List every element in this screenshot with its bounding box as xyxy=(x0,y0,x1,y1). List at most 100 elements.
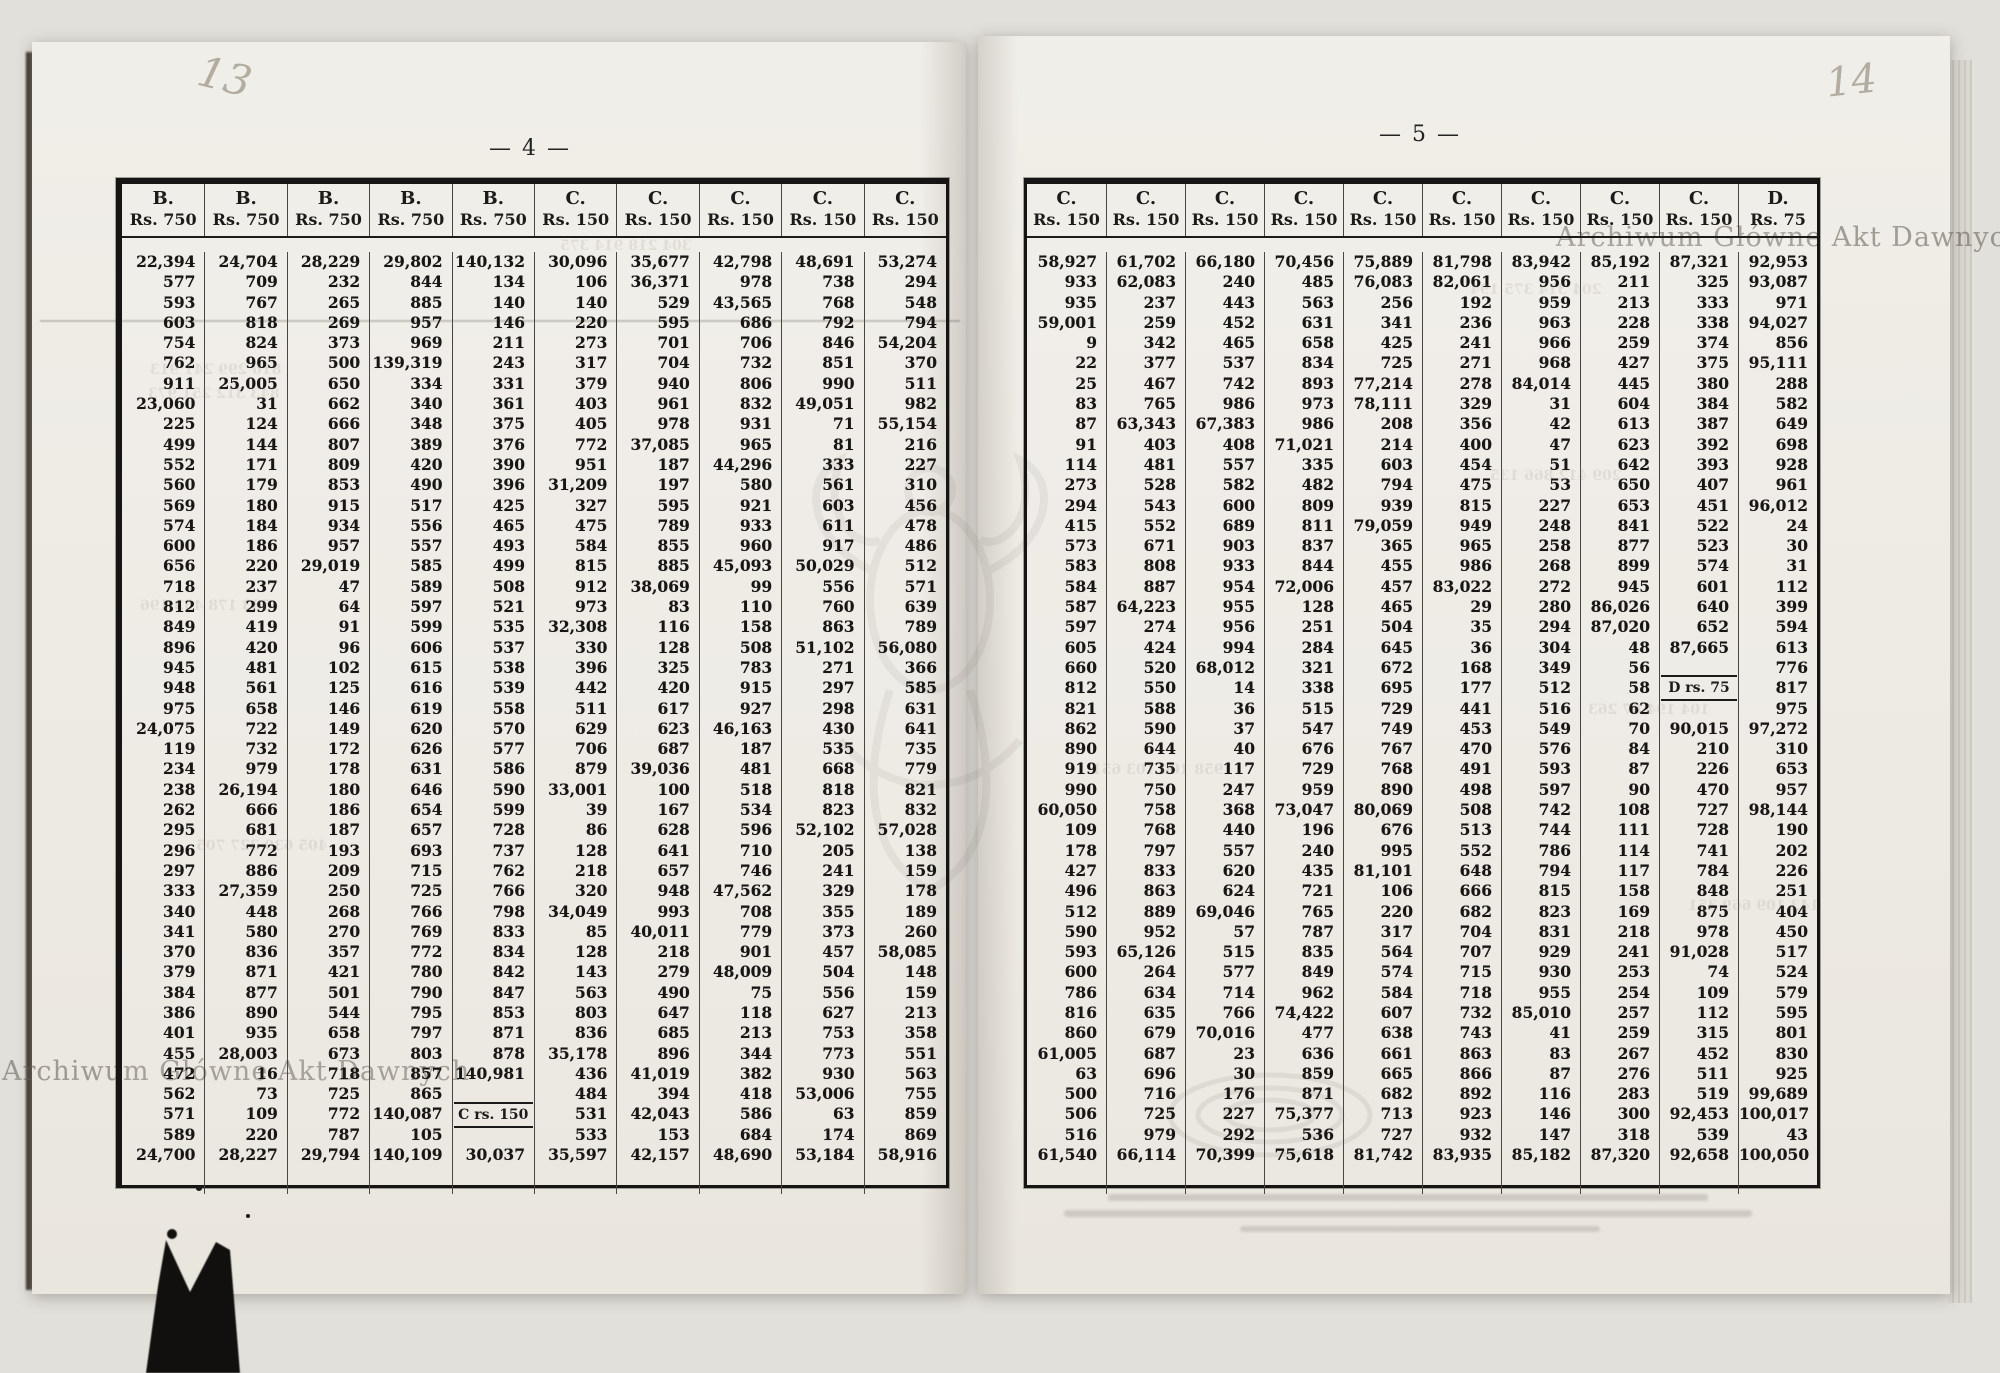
ticket-number: 590 xyxy=(1143,718,1176,738)
ticket-number: 189 xyxy=(904,901,937,921)
ticket-number: 228 xyxy=(1617,312,1650,332)
ticket-number: 603 xyxy=(822,495,855,515)
column-header: C. Rs. 150 xyxy=(1580,184,1659,236)
ticket-number: 64 xyxy=(338,597,361,617)
ticket-number: 766 xyxy=(492,881,525,901)
ticket-number: 979 xyxy=(245,759,278,779)
ticket-number: 16 xyxy=(256,1063,278,1083)
ticket-number: 330 xyxy=(575,637,608,657)
ticket-number: 961 xyxy=(1775,475,1808,495)
ticket-number: 841 xyxy=(1617,515,1650,535)
ticket-number: 36 xyxy=(1470,637,1492,657)
ticket-number: 784 xyxy=(1696,860,1729,880)
ticket-number: 490 xyxy=(657,982,690,1002)
ticket-number: 82,061 xyxy=(1432,272,1492,292)
ticket-number: 583 xyxy=(1064,556,1097,576)
ticket-number: 358 xyxy=(904,1023,937,1043)
ticket-number: 993 xyxy=(657,901,690,921)
ticket-number: 853 xyxy=(327,475,361,495)
ticket-number: 551 xyxy=(904,1043,937,1063)
ticket-number: 445 xyxy=(1617,373,1650,393)
book-edge-shadow xyxy=(26,52,35,1290)
ticket-number: 859 xyxy=(904,1104,937,1124)
ticket-number: 97,272 xyxy=(1748,718,1808,738)
ticket-number: 973 xyxy=(1301,394,1334,414)
ticket-number: 81 xyxy=(833,434,855,454)
ticket-number: 837 xyxy=(1301,536,1334,556)
ticket-number: 516 xyxy=(1538,698,1571,718)
ticket-number: 499 xyxy=(492,556,525,576)
ticket-number: 243 xyxy=(492,353,525,373)
ticket-number: 272 xyxy=(1538,576,1571,596)
ticket-number: 706 xyxy=(739,333,773,353)
bleedthrough-text: 143 109 669 351 xyxy=(1688,898,1820,914)
number-column: 22,394 577 593 603 754 762 911 23,060 225 499 552 5… xyxy=(122,252,204,1194)
ticket-number: 232 xyxy=(327,272,361,292)
ticket-number: 442 xyxy=(575,678,608,698)
ticket-number: 515 xyxy=(1222,942,1255,962)
ticket-number: 877 xyxy=(1617,536,1650,556)
ticket-number: 762 xyxy=(492,860,525,880)
ticket-number: 394 xyxy=(657,1084,690,1104)
ticket-number: 116 xyxy=(1538,1084,1571,1104)
ticket-number: 218 xyxy=(657,942,690,962)
ticket-number: 279 xyxy=(657,962,690,982)
ticket-number: 94,027 xyxy=(1748,312,1808,332)
ticket-number: 595 xyxy=(1775,1002,1808,1022)
ticket-number: 213 xyxy=(904,1002,937,1022)
ticket-number: 158 xyxy=(1617,881,1650,901)
prize-amount: Rs. 75 xyxy=(1750,210,1806,229)
ticket-number: 390 xyxy=(492,454,525,474)
ticket-number: 604 xyxy=(1617,394,1650,414)
ticket-number: 552 xyxy=(1143,515,1176,535)
ticket-number: 344 xyxy=(739,1043,773,1063)
ticket-number: 109 xyxy=(245,1104,278,1124)
ticket-number: 30,096 xyxy=(548,252,608,271)
ticket-number: 511 xyxy=(904,373,937,393)
ticket-number: 237 xyxy=(1143,292,1176,312)
ticket-number: 91 xyxy=(1075,434,1097,454)
ticket-number: 573 xyxy=(1064,536,1097,556)
ticket-number: 833 xyxy=(492,921,525,941)
ticket-number: 400 xyxy=(1459,434,1492,454)
ticket-number: 662 xyxy=(327,394,361,414)
ticket-number: 835 xyxy=(1301,942,1334,962)
ticket-number: 333 xyxy=(163,881,196,901)
ticket-number: 508 xyxy=(492,576,525,596)
bleedthrough-text: 204 314 375 194 xyxy=(1470,282,1602,298)
ticket-number: 274 xyxy=(1143,617,1176,637)
ticket-number: 518 xyxy=(739,779,773,799)
ticket-number: 715 xyxy=(410,860,443,880)
ticket-number: 641 xyxy=(904,718,937,738)
ticket-number: 698 xyxy=(1775,434,1808,454)
series-letter: D. xyxy=(1767,188,1789,209)
ticket-number: 613 xyxy=(1617,414,1650,434)
ticket-number: 399 xyxy=(1775,597,1808,617)
ticket-number: 624 xyxy=(1222,881,1255,901)
ticket-number: 420 xyxy=(657,678,690,698)
ticket-number: 965 xyxy=(1459,536,1492,556)
ticket-number: 732 xyxy=(245,739,278,759)
ticket-number: 606 xyxy=(410,637,443,657)
ticket-number: 844 xyxy=(1301,556,1334,576)
ticket-number: 65,126 xyxy=(1116,942,1176,962)
ticket-number: 512 xyxy=(1538,678,1571,698)
ticket-number: 585 xyxy=(410,556,443,576)
ticket-number: 718 xyxy=(163,576,196,596)
ticket-number: 63,343 xyxy=(1116,414,1176,434)
ticket-number: 294 xyxy=(1064,495,1097,515)
ticket-number: 961 xyxy=(657,394,690,414)
ticket-number: 251 xyxy=(1301,617,1334,637)
prize-amount: Rs. 150 xyxy=(1349,210,1417,229)
ticket-number: 523 xyxy=(1696,536,1729,556)
ticket-number: 580 xyxy=(739,475,773,495)
ticket-number: 9 xyxy=(1086,333,1097,353)
ticket-number: 846 xyxy=(822,333,855,353)
ticket-number: 808 xyxy=(1143,556,1176,576)
ticket-number: 834 xyxy=(1301,353,1334,373)
ticket-number: 61,702 xyxy=(1116,252,1176,271)
ticket-number: 91,028 xyxy=(1669,942,1729,962)
ticket-number: 140,981 xyxy=(454,1063,525,1083)
ticket-number: 535 xyxy=(822,739,855,759)
ticket-number: 42,798 xyxy=(712,252,773,271)
